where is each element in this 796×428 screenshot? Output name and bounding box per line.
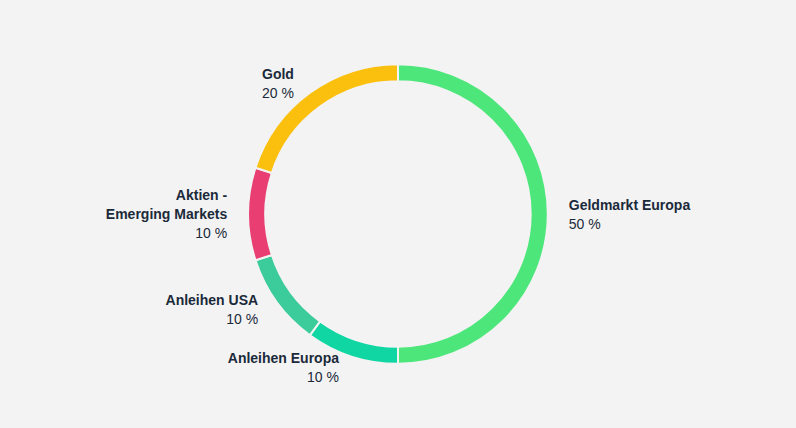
svg-text:10 %: 10 % bbox=[307, 369, 339, 385]
svg-text:10 %: 10 % bbox=[226, 311, 258, 327]
svg-text:Emerging Markets: Emerging Markets bbox=[106, 206, 228, 222]
svg-text:20 %: 20 % bbox=[262, 85, 294, 101]
svg-text:Anleihen USA: Anleihen USA bbox=[166, 292, 259, 308]
svg-text:Anleihen Europa: Anleihen Europa bbox=[228, 350, 339, 366]
svg-text:Geldmarkt Europa: Geldmarkt Europa bbox=[569, 197, 691, 213]
svg-text:10 %: 10 % bbox=[195, 225, 227, 241]
svg-text:Gold: Gold bbox=[262, 66, 294, 82]
svg-text:Aktien -: Aktien - bbox=[176, 187, 228, 203]
svg-text:50 %: 50 % bbox=[569, 216, 601, 232]
